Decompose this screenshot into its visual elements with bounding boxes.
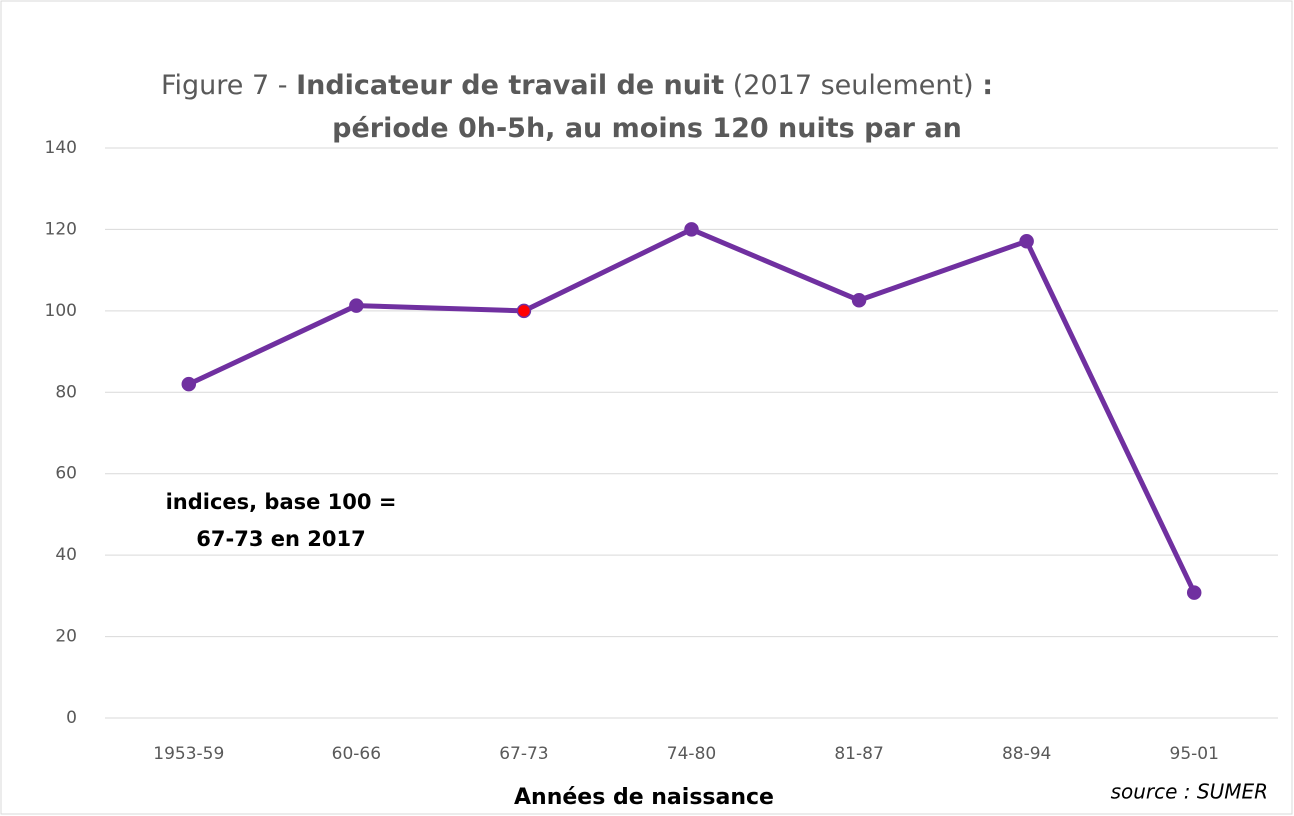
title-part: période 0h-5h, au moins 120 nuits par an <box>332 113 962 144</box>
point <box>851 293 867 308</box>
y-tick-label: 120 <box>45 219 77 239</box>
x-tick-label: 95-01 <box>1170 744 1219 764</box>
chart-title: Figure 7 - Indicateur de travail de nuit… <box>161 70 993 101</box>
x-tick-label: 67-73 <box>499 744 548 764</box>
title-part: (2017 seulement) <box>724 70 982 101</box>
point <box>1186 585 1202 600</box>
point <box>1019 233 1034 249</box>
point <box>181 376 197 392</box>
title-part: Figure 7 - <box>161 70 296 101</box>
x-tick-label: 88-94 <box>1002 744 1051 764</box>
x-axis-label: Années de naissance <box>514 785 774 810</box>
x-tick-label: 81-87 <box>834 744 883 764</box>
x-tick-label: 74-80 <box>667 744 716 764</box>
title-part: Indicateur de travail de nuit <box>296 70 724 101</box>
chart-title: période 0h-5h, au moins 120 nuits par an <box>332 113 962 144</box>
point <box>349 298 364 313</box>
y-tick-label: 80 <box>55 382 77 402</box>
point <box>516 303 532 319</box>
y-tick-label: 40 <box>55 545 77 565</box>
annotation: indices, base 100 = <box>166 490 397 514</box>
y-tick-label: 100 <box>45 301 77 321</box>
y-tick-label: 20 <box>55 627 77 647</box>
x-tick-label: 1953-59 <box>153 744 224 764</box>
y-tick-label: 60 <box>55 464 77 484</box>
annotation: 67-73 en 2017 <box>196 527 365 551</box>
title-part: : <box>982 70 993 101</box>
y-tick-label: 0 <box>66 708 77 728</box>
x-tick-label: 60-66 <box>332 744 381 764</box>
source-note: source : SUMER <box>1111 780 1268 804</box>
point <box>684 222 699 237</box>
y-tick-label: 140 <box>45 138 77 158</box>
